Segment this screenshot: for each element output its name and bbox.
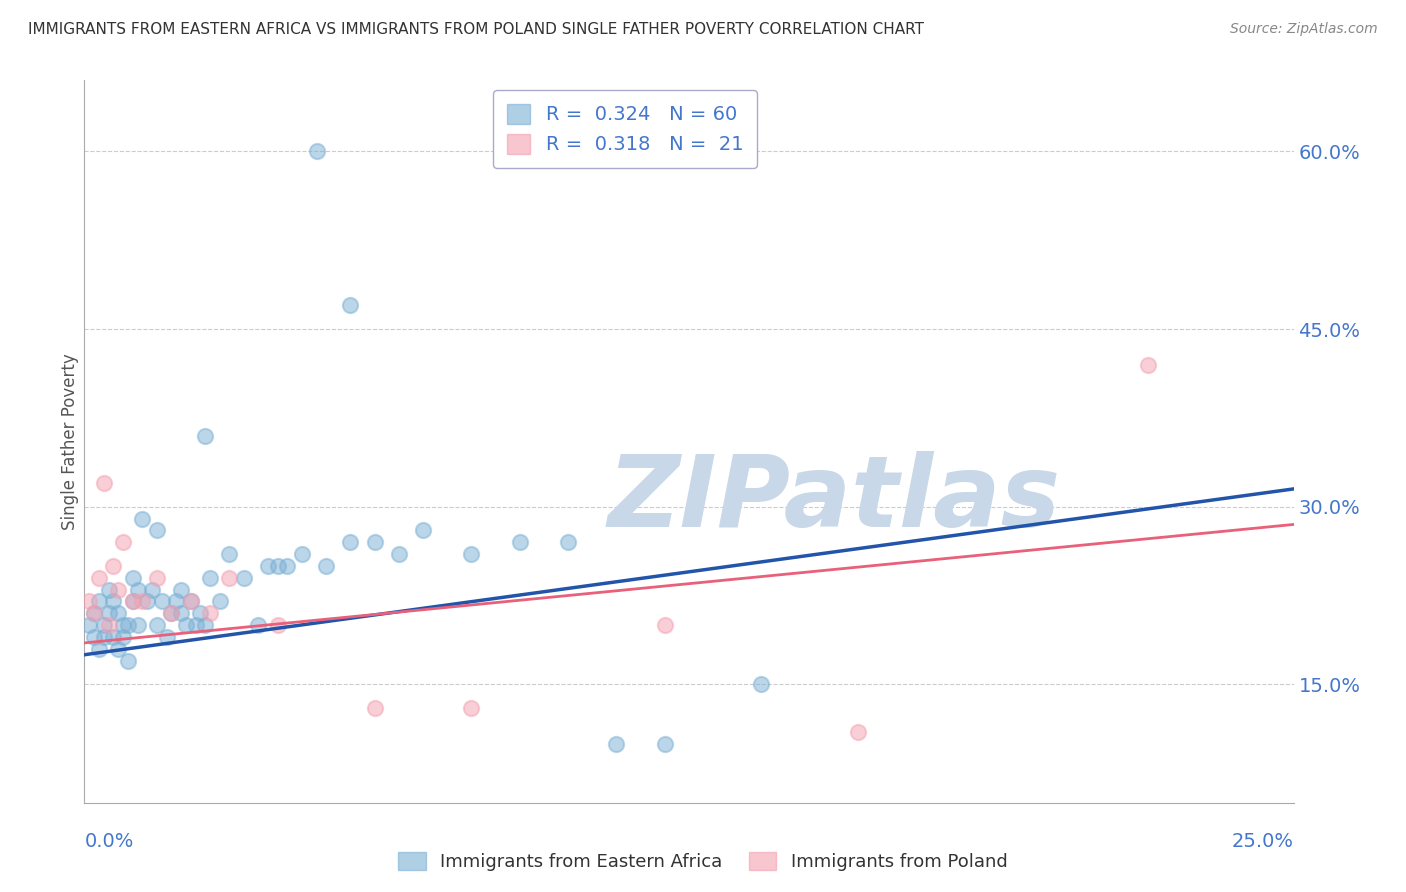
Point — [131, 594, 153, 608]
Point — [97, 618, 120, 632]
Point — [112, 618, 135, 632]
Text: 25.0%: 25.0% — [1232, 831, 1294, 851]
Point — [654, 618, 676, 632]
Text: 0.0%: 0.0% — [84, 831, 134, 851]
Point — [1137, 358, 1160, 372]
Point — [103, 630, 125, 644]
Point — [131, 511, 153, 525]
Point — [83, 630, 105, 644]
Point — [160, 607, 183, 621]
Point — [654, 737, 676, 751]
Point — [127, 618, 149, 632]
Point — [247, 618, 270, 632]
Point — [276, 558, 298, 573]
Point — [751, 677, 773, 691]
Point — [208, 594, 231, 608]
Point — [117, 654, 139, 668]
Point — [460, 701, 482, 715]
Point — [198, 571, 221, 585]
Point — [291, 547, 314, 561]
Point — [103, 594, 125, 608]
Point — [136, 594, 159, 608]
Point — [257, 558, 280, 573]
Point — [160, 607, 183, 621]
Point — [87, 571, 110, 585]
Legend: R =  0.324   N = 60, R =  0.318   N =  21: R = 0.324 N = 60, R = 0.318 N = 21 — [494, 90, 756, 168]
Point — [170, 582, 193, 597]
Point — [194, 618, 217, 632]
Point — [121, 594, 143, 608]
Point — [846, 724, 869, 739]
Point — [557, 535, 579, 549]
Point — [146, 618, 169, 632]
Point — [107, 582, 129, 597]
Point — [218, 547, 240, 561]
Point — [339, 535, 361, 549]
Point — [267, 558, 290, 573]
Point — [198, 607, 221, 621]
Point — [121, 594, 143, 608]
Point — [77, 594, 100, 608]
Point — [77, 618, 100, 632]
Point — [93, 618, 115, 632]
Point — [103, 558, 125, 573]
Point — [184, 618, 207, 632]
Point — [97, 582, 120, 597]
Point — [363, 701, 385, 715]
Point — [107, 607, 129, 621]
Point — [194, 428, 217, 442]
Point — [190, 607, 212, 621]
Point — [146, 571, 169, 585]
Legend: Immigrants from Eastern Africa, Immigrants from Poland: Immigrants from Eastern Africa, Immigran… — [391, 845, 1015, 879]
Point — [127, 582, 149, 597]
Point — [87, 641, 110, 656]
Point — [174, 618, 197, 632]
Point — [107, 641, 129, 656]
Text: IMMIGRANTS FROM EASTERN AFRICA VS IMMIGRANTS FROM POLAND SINGLE FATHER POVERTY C: IMMIGRANTS FROM EASTERN AFRICA VS IMMIGR… — [28, 22, 924, 37]
Point — [112, 630, 135, 644]
Point — [305, 145, 328, 159]
Point — [87, 594, 110, 608]
Point — [267, 618, 290, 632]
Y-axis label: Single Father Poverty: Single Father Poverty — [62, 353, 80, 530]
Point — [170, 607, 193, 621]
Point — [150, 594, 173, 608]
Point — [233, 571, 256, 585]
Point — [112, 535, 135, 549]
Point — [315, 558, 337, 573]
Point — [146, 524, 169, 538]
Point — [155, 630, 177, 644]
Point — [605, 737, 627, 751]
Point — [93, 630, 115, 644]
Point — [339, 298, 361, 312]
Point — [93, 475, 115, 490]
Point — [83, 607, 105, 621]
Point — [412, 524, 434, 538]
Point — [165, 594, 187, 608]
Point — [180, 594, 202, 608]
Point — [83, 607, 105, 621]
Text: ZIPatlas: ZIPatlas — [607, 450, 1060, 548]
Text: Source: ZipAtlas.com: Source: ZipAtlas.com — [1230, 22, 1378, 37]
Point — [218, 571, 240, 585]
Point — [460, 547, 482, 561]
Point — [141, 582, 163, 597]
Point — [509, 535, 531, 549]
Point — [388, 547, 411, 561]
Point — [121, 571, 143, 585]
Point — [180, 594, 202, 608]
Point — [97, 607, 120, 621]
Point — [117, 618, 139, 632]
Point — [363, 535, 385, 549]
